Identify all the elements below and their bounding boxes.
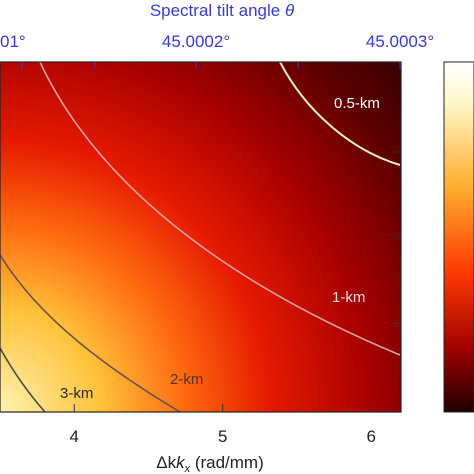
contour-lines [0,62,401,412]
x-axis: 4 5 6 [70,404,376,446]
contour-3-km [0,347,46,412]
right-axis-ticks [393,151,401,324]
x-tick-label-4: 4 [70,427,79,446]
top-axis-label: Spectral tilt angle θ [150,1,295,20]
contour-1-km [39,62,401,356]
top-axis: 01° 45.0002° 45.0003° [0,32,434,69]
colorbar [443,61,474,413]
contour-label-3-km: 3-km [60,385,93,402]
x-tick-label-6: 6 [367,427,376,446]
contour-label-0.5-km: 0.5-km [334,95,380,112]
contour-2-km [0,254,181,412]
contour-0.5-km [279,62,401,166]
x-tick-label-5: 5 [218,427,227,446]
x-axis-label: Δkkx (rad/mm) [156,453,264,474]
heatmap-field [0,62,401,412]
contour-label-2-km: 2-km [170,371,203,388]
top-tick-label-3: 45.0003° [366,32,434,51]
contour-label-1-km: 1-km [332,289,365,306]
top-tick-label-2: 45.0002° [162,32,230,51]
top-tick-label-1: 01° [0,32,26,51]
